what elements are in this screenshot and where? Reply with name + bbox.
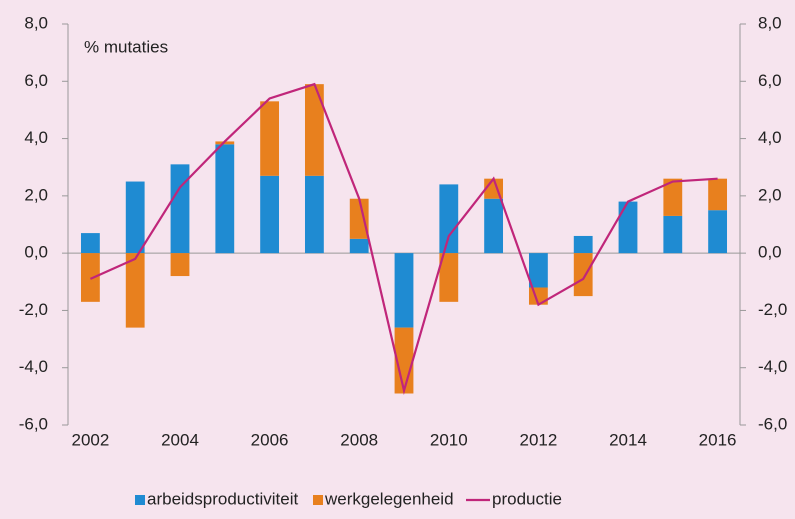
line bbox=[89, 82, 718, 395]
x-tick-label: 2002 bbox=[71, 430, 109, 449]
legend-swatch bbox=[313, 495, 323, 505]
bar bbox=[663, 178, 683, 216]
y-tick-label: 2,0 bbox=[24, 185, 48, 204]
y2-tick-label: 0,0 bbox=[758, 243, 782, 262]
bar bbox=[708, 178, 728, 211]
x-tick-label: 2004 bbox=[161, 430, 199, 449]
bar bbox=[484, 198, 504, 254]
bar bbox=[573, 235, 593, 254]
bar bbox=[439, 253, 459, 302]
annotation: % mutaties bbox=[84, 37, 168, 56]
bar bbox=[80, 253, 100, 302]
legend-label: arbeidsproductiviteit bbox=[147, 489, 298, 508]
y2-tick-label: -2,0 bbox=[758, 300, 787, 319]
bar bbox=[304, 175, 324, 254]
y-tick-label: 4,0 bbox=[24, 128, 48, 147]
x-tick-label: 2016 bbox=[699, 430, 737, 449]
x-tick-label: 2012 bbox=[519, 430, 557, 449]
bar bbox=[573, 253, 593, 297]
bar bbox=[618, 201, 638, 254]
bar bbox=[170, 164, 190, 254]
bar bbox=[394, 253, 414, 328]
bar bbox=[260, 175, 280, 254]
y-tick-label: 6,0 bbox=[24, 71, 48, 90]
y2-tick-label: 8,0 bbox=[758, 13, 782, 32]
bar bbox=[260, 101, 280, 176]
y2-tick-label: 4,0 bbox=[758, 128, 782, 147]
bar bbox=[439, 184, 459, 254]
x-tick-label: 2010 bbox=[430, 430, 468, 449]
bar bbox=[663, 215, 683, 254]
bar bbox=[349, 198, 369, 239]
x-tick-label: 2014 bbox=[609, 430, 647, 449]
y-tick-label: -2,0 bbox=[19, 300, 48, 319]
y2-tick-label: 6,0 bbox=[758, 71, 782, 90]
y-tick-label: 0,0 bbox=[24, 243, 48, 262]
x-tick-label: 2008 bbox=[340, 430, 378, 449]
bar bbox=[125, 253, 145, 328]
y2-tick-label: -4,0 bbox=[758, 357, 787, 376]
legend-label: werkgelegenheid bbox=[324, 489, 454, 508]
x-tick-label: 2006 bbox=[251, 430, 289, 449]
y-tick-label: -4,0 bbox=[19, 357, 48, 376]
y2-tick-label: 2,0 bbox=[758, 185, 782, 204]
legend-label: productie bbox=[492, 489, 562, 508]
bar bbox=[708, 210, 728, 254]
bar bbox=[215, 144, 235, 254]
bar bbox=[528, 253, 548, 288]
legend-swatch bbox=[135, 495, 145, 505]
bar bbox=[304, 84, 324, 176]
bar bbox=[80, 233, 100, 254]
y-tick-label: 8,0 bbox=[24, 13, 48, 32]
bar bbox=[349, 238, 369, 254]
y-tick-label: -6,0 bbox=[19, 414, 48, 433]
bar bbox=[125, 181, 145, 254]
bar bbox=[170, 253, 190, 277]
y2-tick-label: -6,0 bbox=[758, 414, 787, 433]
